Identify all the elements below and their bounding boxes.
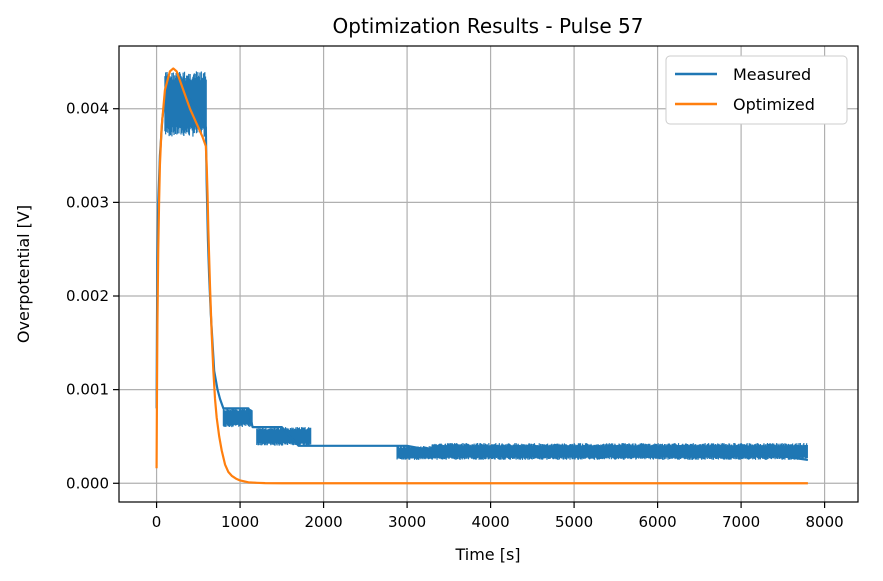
x-tick-label: 8000 — [806, 513, 844, 531]
plot-area — [155, 67, 809, 485]
x-tick-label: 7000 — [722, 513, 760, 531]
x-tick-label: 4000 — [471, 513, 509, 531]
x-tick-label: 5000 — [555, 513, 593, 531]
y-tick-label: 0.004 — [66, 100, 109, 118]
measured-noise-strokes — [222, 408, 253, 428]
y-tick-label: 0.003 — [66, 193, 109, 211]
y-axis-label: Overpotential [V] — [14, 205, 33, 343]
measured-noise-band — [396, 445, 433, 460]
x-axis: 0 1000 2000 3000 4000 5000 6000 7000 8000 — [152, 502, 844, 531]
y-tick-label: 0.002 — [66, 287, 109, 305]
series-line-optimized — [155, 67, 808, 485]
legend-label-optimized: Optimized — [733, 95, 815, 114]
chart-title: Optimization Results - Pulse 57 — [333, 14, 644, 38]
legend-label-measured: Measured — [733, 65, 811, 84]
measured-noise-band — [256, 427, 312, 446]
y-tick-label: 0.000 — [66, 474, 109, 492]
legend: Measured Optimized — [665, 55, 848, 125]
x-tick-label: 1000 — [221, 513, 259, 531]
y-axis: 0.000 0.001 0.002 0.003 0.004 — [66, 100, 119, 492]
x-tick-label: 3000 — [388, 513, 426, 531]
x-tick-label: 0 — [152, 513, 162, 531]
y-tick-label: 0.001 — [66, 381, 109, 399]
measured-noise-band — [222, 408, 253, 428]
measured-noise-strokes — [256, 427, 312, 446]
series-line-measured — [155, 79, 809, 461]
x-tick-label: 2000 — [304, 513, 342, 531]
x-tick-label: 6000 — [638, 513, 676, 531]
axes-frame — [118, 45, 859, 503]
measured-noise-strokes — [396, 445, 433, 460]
x-axis-label: Time [s] — [454, 545, 520, 564]
